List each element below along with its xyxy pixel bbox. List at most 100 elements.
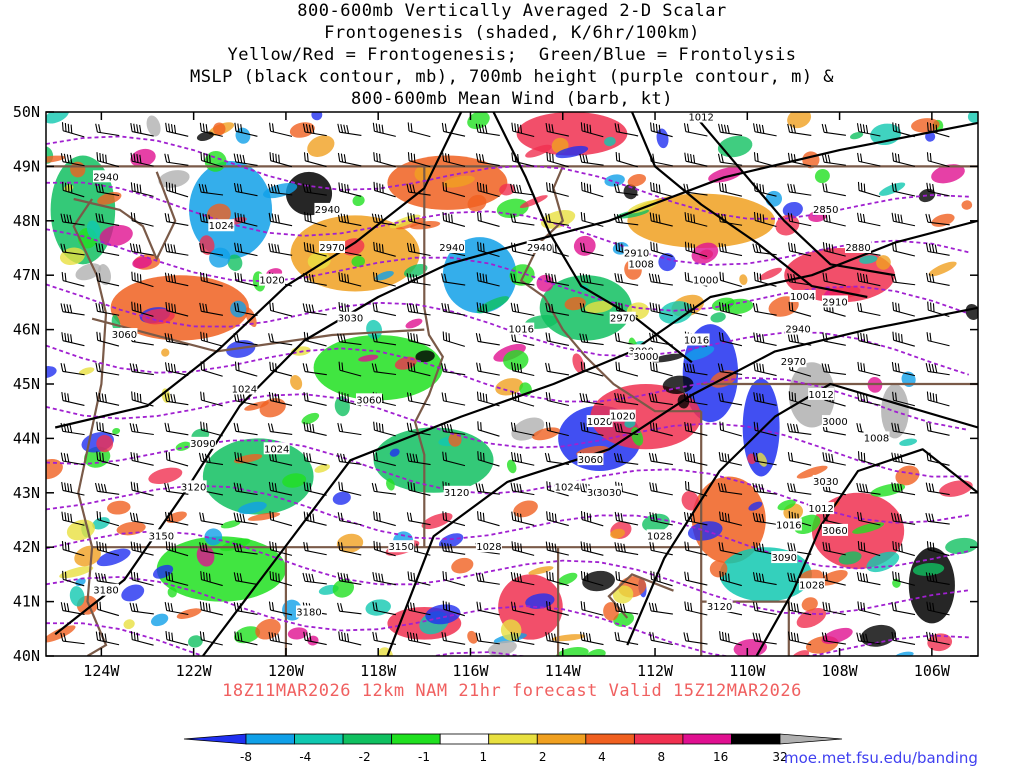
wind-barb — [787, 631, 812, 646]
wind-barb — [60, 213, 85, 226]
wind-barb — [475, 482, 500, 495]
wind-barb — [614, 123, 639, 137]
height-contour-label: 2970 — [781, 357, 806, 368]
mslp-contour-label: 1024 — [232, 384, 257, 395]
wind-barb — [407, 212, 431, 227]
wind-barb — [787, 423, 812, 435]
wind-barb — [441, 392, 466, 406]
wind-barb — [926, 391, 950, 407]
wind-barb — [95, 362, 120, 376]
wind-barb — [441, 122, 466, 137]
wind-barb — [130, 123, 154, 137]
mslp-contour — [691, 112, 896, 277]
wind-barb — [337, 572, 362, 585]
shade-cell — [850, 132, 864, 140]
wind-barb — [130, 212, 154, 227]
wind-barb — [787, 273, 812, 286]
mslp-contour-label: 1012 — [688, 112, 713, 123]
shade-cell — [691, 242, 719, 264]
wind-barb — [96, 511, 120, 527]
shade-blob — [313, 335, 443, 401]
shade-cell — [819, 569, 848, 586]
wind-barb — [268, 392, 293, 406]
wind-barb — [856, 392, 881, 406]
colorbar-segment — [536, 733, 587, 745]
wind-barb — [892, 571, 915, 586]
wind-barb — [442, 600, 465, 617]
wind-barb — [684, 541, 708, 556]
wind-barb — [614, 542, 639, 556]
wind-barb — [269, 541, 293, 556]
height-contour-label: 3150 — [149, 531, 174, 542]
wind-barb — [753, 182, 777, 197]
wind-barb — [338, 182, 362, 197]
shade-cell — [467, 630, 478, 644]
wind-barb — [717, 482, 743, 495]
height-contour-label: 3030 — [813, 477, 838, 488]
shade-cell — [132, 256, 152, 269]
wind-barb — [267, 423, 293, 435]
wind-barb — [373, 181, 396, 198]
shade-cell — [870, 483, 906, 497]
lon-tick-label: 116W — [452, 662, 489, 680]
wind-barb — [821, 363, 846, 376]
wind-barb — [233, 182, 258, 197]
shade-cell — [46, 459, 63, 480]
wind-barb — [303, 511, 327, 526]
mslp-contour — [202, 219, 978, 656]
wind-barb — [718, 213, 743, 226]
wind-barb — [198, 452, 224, 466]
mslp-contour-label: 1016 — [509, 325, 534, 336]
wind-barb — [857, 332, 881, 347]
wind-barb — [545, 632, 570, 645]
wind-barb — [303, 152, 327, 168]
height-contour-label: 2880 — [845, 243, 870, 254]
wind-barb — [856, 572, 881, 586]
mslp-contour-label: 1008 — [628, 259, 653, 270]
wind-barb — [269, 571, 293, 587]
lat-tick-label: 49N — [13, 157, 40, 175]
wind-barb — [95, 631, 120, 646]
colorbar-segment — [391, 733, 441, 745]
wind-barb — [891, 362, 916, 377]
height-contour-label: 3060 — [822, 526, 847, 537]
shade-cell — [213, 122, 226, 136]
shade-cell — [627, 174, 647, 187]
wind-barb — [476, 362, 500, 376]
wind-barb — [545, 421, 569, 437]
wind-barb — [165, 571, 189, 586]
wind-barb — [683, 123, 708, 137]
shade-cell — [814, 169, 830, 184]
title-line-4: MSLP (black contour, mb), 700mb height (… — [189, 67, 835, 87]
shade-blob — [189, 160, 273, 259]
shade-cell — [467, 112, 490, 130]
shade-cell — [572, 353, 585, 374]
height-contour-label: 3120 — [444, 488, 469, 499]
wind-barb — [684, 481, 708, 497]
wind-barb — [130, 152, 154, 167]
shade-cell — [351, 255, 366, 267]
lon-tick-label: 114W — [545, 662, 582, 680]
shade-cell — [532, 427, 561, 441]
mslp-contour-label: 1028 — [647, 531, 672, 542]
wind-barb — [649, 511, 673, 526]
wind-barb — [303, 392, 327, 406]
wind-barb — [546, 511, 569, 527]
wind-barb — [200, 151, 223, 168]
colorbar-segment — [245, 733, 295, 745]
wind-barb — [719, 302, 743, 317]
wind-barb — [233, 572, 258, 586]
wind-barb — [649, 482, 673, 496]
wind-barb — [890, 512, 916, 525]
wind-barb — [61, 332, 85, 347]
wind-barb — [649, 631, 673, 646]
wind-barb — [892, 122, 915, 138]
wind-barb — [129, 602, 154, 615]
credit-link[interactable]: moe.met.fsu.edu/banding — [784, 749, 978, 767]
wind-barb — [233, 153, 258, 167]
wind-barb — [580, 242, 604, 257]
lon-tick-label: 108W — [822, 662, 859, 680]
wind-barb — [753, 421, 777, 437]
shade-blob — [50, 155, 116, 265]
mslp-contour — [755, 448, 978, 656]
